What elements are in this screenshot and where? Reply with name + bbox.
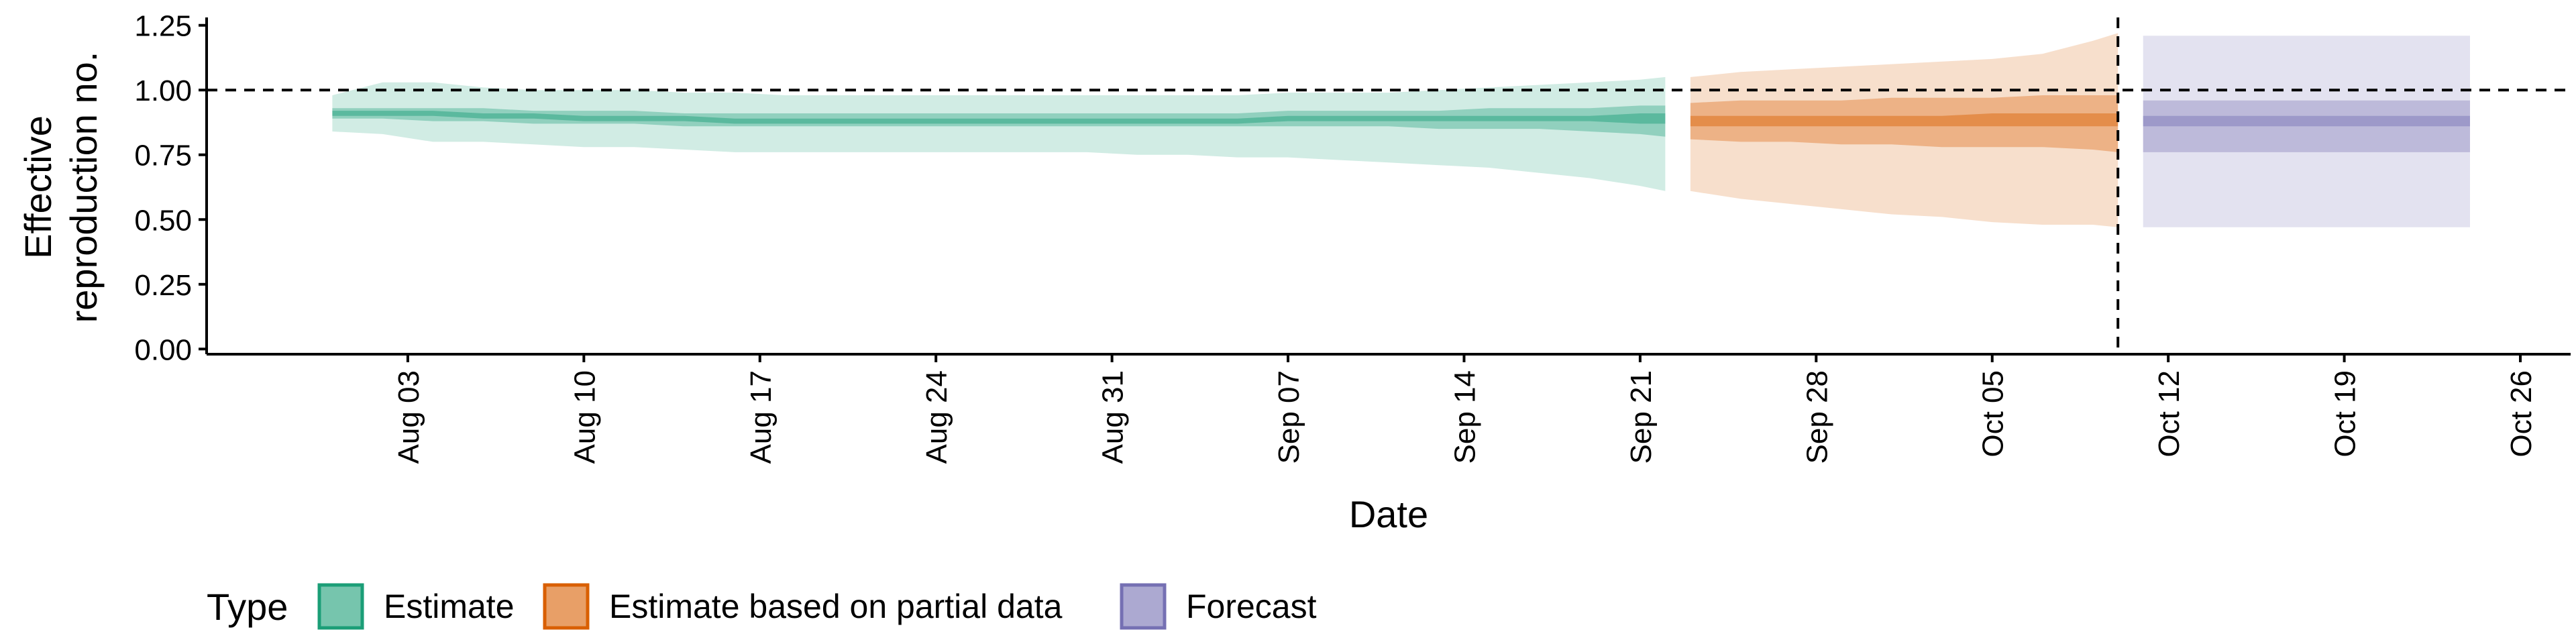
- legend-label-1: Estimate based on partial data: [609, 588, 1063, 625]
- x-tick-label: Sep 21: [1625, 370, 1658, 464]
- legend-key-2: [1120, 583, 1167, 630]
- series-2-band-50: [2143, 100, 2470, 152]
- x-tick-label: Aug 17: [745, 370, 777, 464]
- x-tick-label: Aug 03: [392, 370, 425, 464]
- y-tick-label: 0.00: [134, 333, 192, 366]
- legend: Type Estimate Estimate based on partial da…: [207, 583, 1317, 630]
- x-tick-label: Oct 26: [2505, 370, 2538, 458]
- legend-key-1: [543, 583, 590, 630]
- x-axis-title: Date: [1349, 493, 1428, 535]
- series-2-band-90: [2143, 36, 2470, 227]
- legend-label-2: Forecast: [1186, 588, 1317, 625]
- y-axis-title-text: Effectivereproduction no.: [17, 52, 105, 323]
- legend-title: Type: [207, 586, 288, 628]
- series-1-band-50: [1690, 95, 2118, 152]
- y-axis-title-line: reproduction no.: [62, 52, 105, 323]
- legend-label-0: Estimate: [384, 588, 515, 625]
- series-1-band-90: [1690, 33, 2118, 227]
- series-2-band-20: [2143, 115, 2470, 127]
- x-tick-label: Oct 05: [1977, 370, 2010, 458]
- series-0-band-90: [332, 76, 1666, 191]
- axes: 0.00 0.25 0.50 0.75 1.00 1.25 Aug 03 Aug 10 Aug …: [134, 10, 2571, 464]
- y-tick-label: 1.00: [134, 74, 192, 107]
- x-tick-label: Sep 14: [1448, 370, 1481, 464]
- series-0-band-20: [332, 111, 1666, 124]
- y-tick-label: 1.25: [134, 10, 192, 43]
- y-axis-title: Effectivereproduction no.: [17, 52, 105, 323]
- x-tick-label: Oct 12: [2153, 370, 2186, 458]
- y-tick-label: 0.75: [134, 140, 192, 172]
- x-tick-label: Aug 10: [568, 370, 601, 464]
- x-tick-label: Aug 31: [1097, 370, 1130, 464]
- y-tick-label: 0.25: [134, 269, 192, 302]
- y-tick-label: 0.50: [134, 204, 192, 237]
- x-tick-label: Oct 19: [2329, 370, 2362, 458]
- series-1-band-20: [1690, 113, 2118, 127]
- x-tick-label: Sep 28: [1801, 370, 1833, 464]
- x-tick-label: Sep 07: [1273, 370, 1305, 464]
- legend-key-0: [317, 583, 364, 630]
- series-0-band-50: [332, 105, 1666, 137]
- x-tick-label: Aug 24: [920, 370, 953, 464]
- y-axis-title-line: Effective: [17, 115, 59, 259]
- uncertainty-bands: [332, 33, 2470, 227]
